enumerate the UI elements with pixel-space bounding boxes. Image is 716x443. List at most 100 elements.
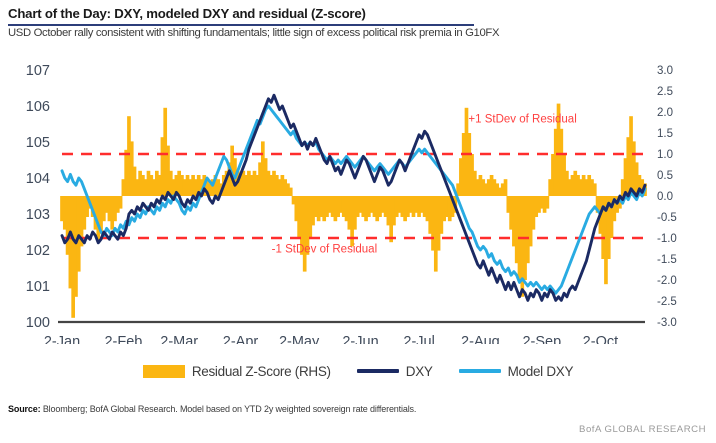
price-lines-group — [60, 93, 647, 302]
residual-bar — [439, 196, 444, 234]
residual-bar — [486, 179, 491, 196]
residual-bar — [85, 196, 89, 217]
source-text: Bloomberg; BofA Global Research. Model b… — [40, 404, 417, 414]
residual-bar — [431, 196, 435, 251]
residual-bar — [450, 196, 455, 217]
residual-bar — [428, 196, 433, 234]
residual-bar — [341, 196, 346, 217]
legend-swatch-residual — [142, 364, 185, 378]
chart-legend: Residual Z-Score (RHS) DXY Model DXY — [0, 356, 716, 386]
residual-bar — [76, 196, 81, 272]
left-axis-tick-label: 107 — [26, 63, 50, 79]
residual-bar — [339, 196, 343, 213]
residual-bar — [124, 149, 128, 196]
residual-bar — [157, 175, 162, 196]
residual-bar — [459, 158, 463, 196]
residual-bar — [604, 196, 608, 285]
residual-bar — [367, 196, 371, 217]
residual-bar — [291, 196, 296, 205]
residual-bar — [333, 196, 338, 222]
residual-bar — [562, 154, 566, 196]
residual-bar — [545, 196, 550, 209]
x-axis-tick-label: 2-Oct — [583, 334, 618, 344]
residual-bar — [489, 175, 494, 196]
residual-bar — [559, 128, 564, 196]
x-axis-tick-label: 2-Apr — [223, 334, 259, 344]
residual-bar — [626, 137, 631, 196]
right-axis-tick-label: 0.0 — [657, 191, 673, 203]
residual-bar — [305, 196, 310, 255]
left-axis-tick-label: 102 — [26, 243, 50, 259]
residual-bar — [146, 170, 151, 196]
residual-bar — [556, 103, 561, 196]
residual-bar — [319, 196, 324, 217]
chart-svg: 100 101 102 103 104 105 106 107 3.0 2.5 2.0 1.5 1.0… — [26, 63, 677, 344]
residual-bar — [115, 196, 120, 213]
residual-bar — [300, 196, 304, 255]
right-axis-tick-label: -2.5 — [657, 296, 677, 308]
residual-bar — [244, 175, 248, 196]
residual-bar — [551, 154, 555, 196]
residual-bar — [520, 196, 525, 297]
residual-bar — [590, 179, 594, 196]
stdev-reference-lines — [62, 152, 645, 240]
residual-bar — [433, 196, 438, 272]
left-axis-tick-label: 106 — [26, 99, 50, 115]
residual-bar — [620, 179, 625, 196]
residual-bar — [138, 170, 142, 196]
residual-bar — [512, 196, 516, 247]
residual-bar — [171, 179, 176, 196]
legend-label-model-dxy: Model DXY — [507, 363, 574, 379]
residual-bar — [570, 175, 575, 196]
brand-footer: BofA GLOBAL RESEARCH — [579, 424, 706, 435]
residual-bar — [224, 170, 229, 196]
residual-bar — [121, 179, 126, 196]
residual-bar — [294, 196, 299, 222]
residual-bar — [420, 196, 424, 213]
residual-bar — [634, 162, 639, 196]
residual-bar — [623, 158, 628, 196]
residual-bar — [581, 175, 586, 196]
residual-bar — [389, 196, 393, 243]
residual-bar — [160, 137, 165, 196]
chart-plot-area: 100 101 102 103 104 105 106 107 3.0 2.5 2.0 1.5 1.0… — [0, 44, 716, 344]
residual-bar — [96, 196, 101, 243]
residual-bar — [548, 179, 552, 196]
residual-bar — [247, 170, 251, 196]
right-axis-tick-label: 3.0 — [657, 65, 673, 77]
residual-bar — [632, 141, 636, 196]
residual-bar — [539, 196, 544, 209]
residual-bar — [378, 196, 382, 217]
residual-bar — [227, 162, 232, 196]
right-axis-tick-label: 0.5 — [657, 170, 673, 182]
residual-bar — [509, 196, 513, 230]
legend-item-residual: Residual Z-Score (RHS) — [142, 363, 331, 379]
page-subtitle: USD October rally consistent with shifti… — [8, 27, 500, 39]
left-axis-tick-label: 105 — [26, 135, 50, 151]
residual-bar — [263, 158, 268, 196]
residual-bar — [456, 183, 460, 196]
residual-bar — [168, 170, 173, 196]
x-axis-tick-label: 2-Aug — [461, 334, 500, 344]
stdev-annotation-label: -1 StDev of Residual — [272, 244, 377, 256]
residual-bar — [182, 179, 187, 196]
residual-bar — [528, 196, 533, 247]
residual-bar — [394, 196, 399, 217]
residual-bar — [163, 107, 168, 196]
right-axis-tick-label: -2.0 — [657, 275, 677, 287]
residual-bar — [280, 175, 285, 196]
legend-label-residual: Residual Z-Score (RHS) — [191, 363, 331, 379]
residual-bar — [467, 133, 472, 196]
residual-bar — [113, 196, 117, 222]
left-axis-tick-label: 104 — [26, 171, 50, 187]
residual-bar — [99, 196, 103, 234]
residual-bar — [188, 179, 193, 196]
residual-bar — [355, 196, 360, 217]
legend-swatch-dxy — [356, 369, 399, 373]
residual-bar — [216, 179, 221, 196]
right-axis-tick-label: -1.5 — [657, 254, 677, 266]
residual-bar — [526, 196, 530, 264]
residual-bar — [400, 196, 405, 217]
dxy-line — [60, 93, 647, 302]
residual-bar — [283, 179, 287, 196]
